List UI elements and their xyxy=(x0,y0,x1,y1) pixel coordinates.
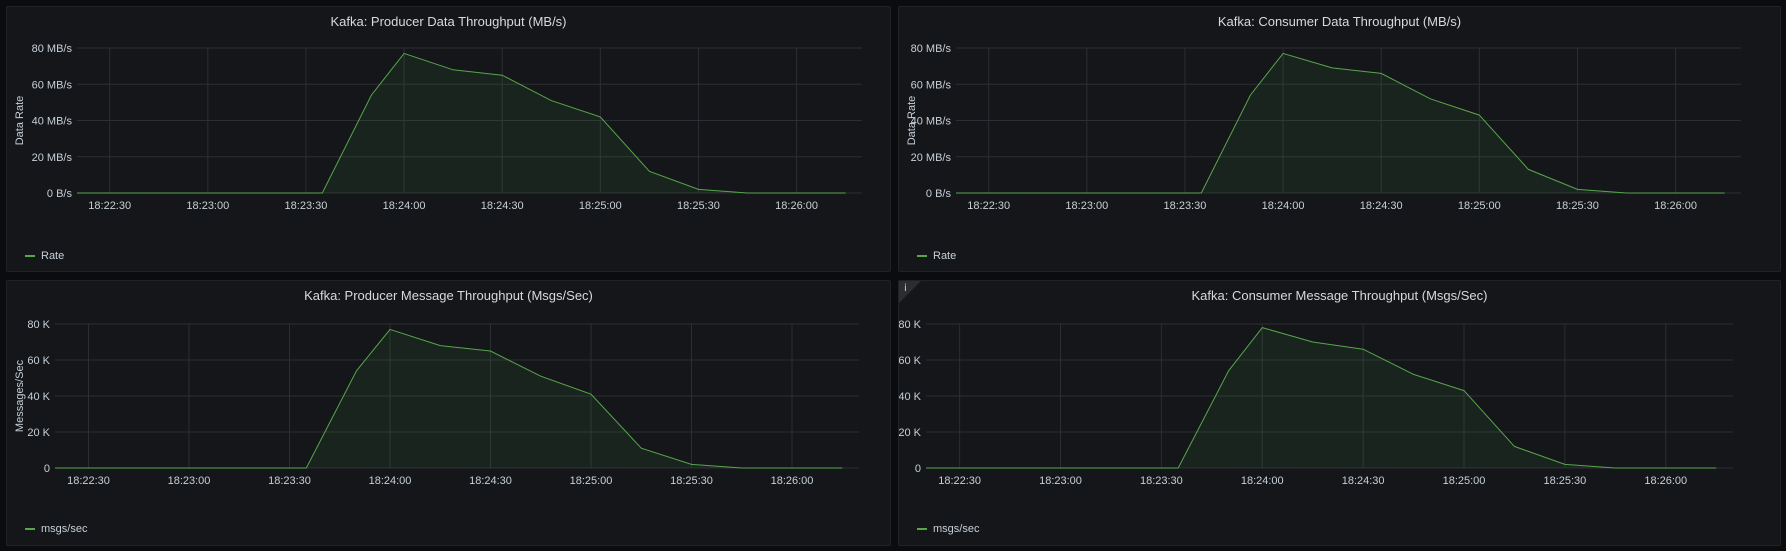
x-tick-label: 18:23:30 xyxy=(1140,475,1183,487)
legend-label[interactable]: Rate xyxy=(933,250,956,262)
series-area xyxy=(956,53,1725,193)
y-tick-label: 0 B/s xyxy=(47,188,73,200)
x-tick-label: 18:22:30 xyxy=(938,475,981,487)
x-tick-label: 18:22:30 xyxy=(67,475,110,487)
x-tick-label: 18:25:30 xyxy=(670,475,713,487)
legend-swatch xyxy=(917,255,927,257)
x-tick-label: 18:23:00 xyxy=(168,475,211,487)
y-axis-label: Data Rate xyxy=(14,96,26,146)
x-tick-label: 18:26:00 xyxy=(1644,475,1687,487)
x-tick-label: 18:26:00 xyxy=(771,475,814,487)
panel-producer-data-throughput[interactable]: Kafka: Producer Data Throughput (MB/s) 0… xyxy=(6,6,891,272)
y-tick-label: 20 K xyxy=(899,427,922,439)
x-tick-label: 18:24:00 xyxy=(1262,200,1305,212)
x-tick-label: 18:23:30 xyxy=(1164,200,1207,212)
panel-producer-message-throughput[interactable]: Kafka: Producer Message Throughput (Msgs… xyxy=(6,280,891,546)
series-area xyxy=(55,329,842,468)
legend-swatch xyxy=(25,255,35,257)
x-tick-label: 18:25:00 xyxy=(1458,200,1501,212)
legend-label[interactable]: msgs/sec xyxy=(41,523,87,535)
x-tick-label: 18:24:30 xyxy=(481,200,524,212)
panel-consumer-message-throughput[interactable]: i Kafka: Consumer Message Throughput (Ms… xyxy=(898,280,1781,546)
y-tick-label: 80 MB/s xyxy=(911,43,952,55)
y-tick-label: 80 MB/s xyxy=(32,43,73,55)
y-axis-label: Data Rate xyxy=(906,96,918,146)
x-tick-label: 18:23:30 xyxy=(268,475,311,487)
x-tick-label: 18:25:00 xyxy=(570,475,613,487)
legend[interactable]: Rate xyxy=(917,250,956,262)
x-tick-label: 18:23:00 xyxy=(186,200,229,212)
x-tick-label: 18:25:30 xyxy=(1556,200,1599,212)
x-tick-label: 18:24:00 xyxy=(1241,475,1284,487)
x-tick-label: 18:25:00 xyxy=(579,200,622,212)
x-tick-label: 18:26:00 xyxy=(775,200,818,212)
y-tick-label: 20 K xyxy=(27,427,50,439)
y-axis-label: Messages/Sec xyxy=(14,359,26,432)
x-tick-label: 18:26:00 xyxy=(1654,200,1697,212)
chart-consumer-data-throughput[interactable]: 0 B/s20 MB/s40 MB/s60 MB/s80 MB/s18:22:3… xyxy=(899,7,1782,273)
legend-swatch xyxy=(25,528,35,530)
x-tick-label: 18:24:30 xyxy=(1360,200,1403,212)
y-tick-label: 20 MB/s xyxy=(32,152,73,164)
x-tick-label: 18:25:00 xyxy=(1443,475,1486,487)
y-tick-label: 60 K xyxy=(27,355,50,367)
y-tick-label: 0 xyxy=(44,463,50,475)
x-tick-label: 18:25:30 xyxy=(1543,475,1586,487)
legend-label[interactable]: Rate xyxy=(41,250,64,262)
series-area xyxy=(926,328,1716,468)
legend[interactable]: msgs/sec xyxy=(25,523,87,535)
x-tick-label: 18:22:30 xyxy=(88,200,131,212)
x-tick-label: 18:23:00 xyxy=(1039,475,1082,487)
x-tick-label: 18:23:00 xyxy=(1065,200,1108,212)
y-tick-label: 0 B/s xyxy=(926,188,952,200)
legend-label[interactable]: msgs/sec xyxy=(933,523,979,535)
x-tick-label: 18:24:00 xyxy=(369,475,412,487)
y-tick-label: 80 K xyxy=(899,319,922,331)
x-tick-label: 18:24:00 xyxy=(383,200,426,212)
x-tick-label: 18:24:30 xyxy=(469,475,512,487)
series-area xyxy=(77,53,846,193)
x-tick-label: 18:25:30 xyxy=(677,200,720,212)
y-tick-label: 60 MB/s xyxy=(911,79,952,91)
legend[interactable]: msgs/sec xyxy=(917,523,979,535)
x-tick-label: 18:22:30 xyxy=(967,200,1010,212)
y-tick-label: 40 K xyxy=(27,391,50,403)
x-tick-label: 18:23:30 xyxy=(285,200,328,212)
legend[interactable]: Rate xyxy=(25,250,64,262)
legend-swatch xyxy=(917,528,927,530)
chart-producer-data-throughput[interactable]: 0 B/s 20 MB/s 40 MB/s 60 MB/s 80 MB/s 18:22:3… xyxy=(7,7,892,273)
x-tick-label: 18:24:30 xyxy=(1342,475,1385,487)
y-tick-label: 80 K xyxy=(27,319,50,331)
y-tick-label: 40 MB/s xyxy=(32,116,73,128)
y-tick-label: 20 MB/s xyxy=(911,152,952,164)
y-tick-label: 60 K xyxy=(899,355,922,367)
panel-consumer-data-throughput[interactable]: Kafka: Consumer Data Throughput (MB/s) 0… xyxy=(898,6,1781,272)
y-tick-label: 0 xyxy=(915,463,921,475)
y-tick-label: 60 MB/s xyxy=(32,79,73,91)
chart-consumer-message-throughput[interactable]: 0 20 K 40 K 60 K 80 K 18:22:30 18:23:00 18:23:3… xyxy=(899,281,1782,547)
y-tick-label: 40 K xyxy=(899,391,922,403)
chart-producer-message-throughput[interactable]: 0 20 K 40 K 60 K 80 K 18:22:30 18:23:00 18:23:3… xyxy=(7,281,892,547)
